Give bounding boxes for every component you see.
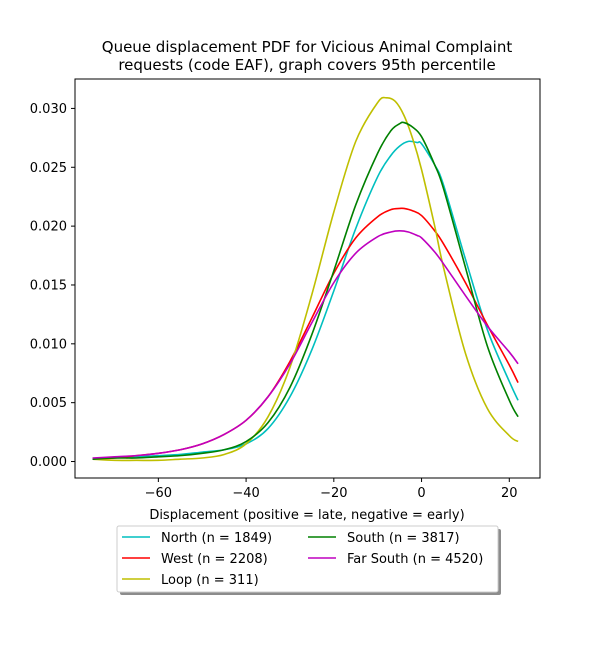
legend: North (n = 1849) West (n = 2208) Loop (n =… <box>116 525 501 595</box>
series-line-4 <box>92 230 519 459</box>
chart-title-line-2: requests (code EAF), graph covers 95th p… <box>118 56 495 74</box>
y-tick-label: 0.030 <box>30 102 67 117</box>
series-line-2 <box>92 96 519 462</box>
x-tick-label: −60 <box>145 486 172 501</box>
plot-frame <box>74 78 541 479</box>
legend-label: West (n = 2208) <box>161 552 268 567</box>
legend-label: Loop (n = 311) <box>161 573 259 588</box>
series-line-3 <box>92 121 519 460</box>
y-tick-label: 0.020 <box>30 220 67 235</box>
y-tick-label: 0.010 <box>30 337 67 352</box>
series-layer <box>92 96 519 462</box>
legend-label: North (n = 1849) <box>161 531 272 546</box>
legend-box <box>116 525 499 593</box>
x-tick-label: 20 <box>501 486 518 501</box>
y-axis: 0.000 0.005 0.010 0.015 0.020 0.025 0.030 <box>30 102 75 470</box>
y-tick-label: 0.025 <box>30 161 67 176</box>
y-tick-label: 0.005 <box>30 396 67 411</box>
legend-label: South (n = 3817) <box>347 531 460 546</box>
chart-title-line-1: Queue displacement PDF for Vicious Anima… <box>102 38 513 56</box>
y-tick-label: 0.000 <box>30 455 67 470</box>
y-tick-label: 0.015 <box>30 278 67 293</box>
x-axis: −60 −40 −20 0 20 <box>145 478 518 501</box>
x-axis-label: Displacement (positive = late, negative … <box>149 508 464 523</box>
legend-entries: North (n = 1849) West (n = 2208) Loop (n =… <box>122 531 483 588</box>
x-tick-label: −40 <box>232 486 259 501</box>
legend-label: Far South (n = 4520) <box>347 552 483 567</box>
series-line-0 <box>92 140 519 460</box>
plot-area: −60 −40 −20 0 20 0.0000.0050.0100.0150.0200.… <box>30 78 541 501</box>
x-tick-label: −20 <box>320 486 347 501</box>
x-tick-label: 0 <box>417 486 425 501</box>
